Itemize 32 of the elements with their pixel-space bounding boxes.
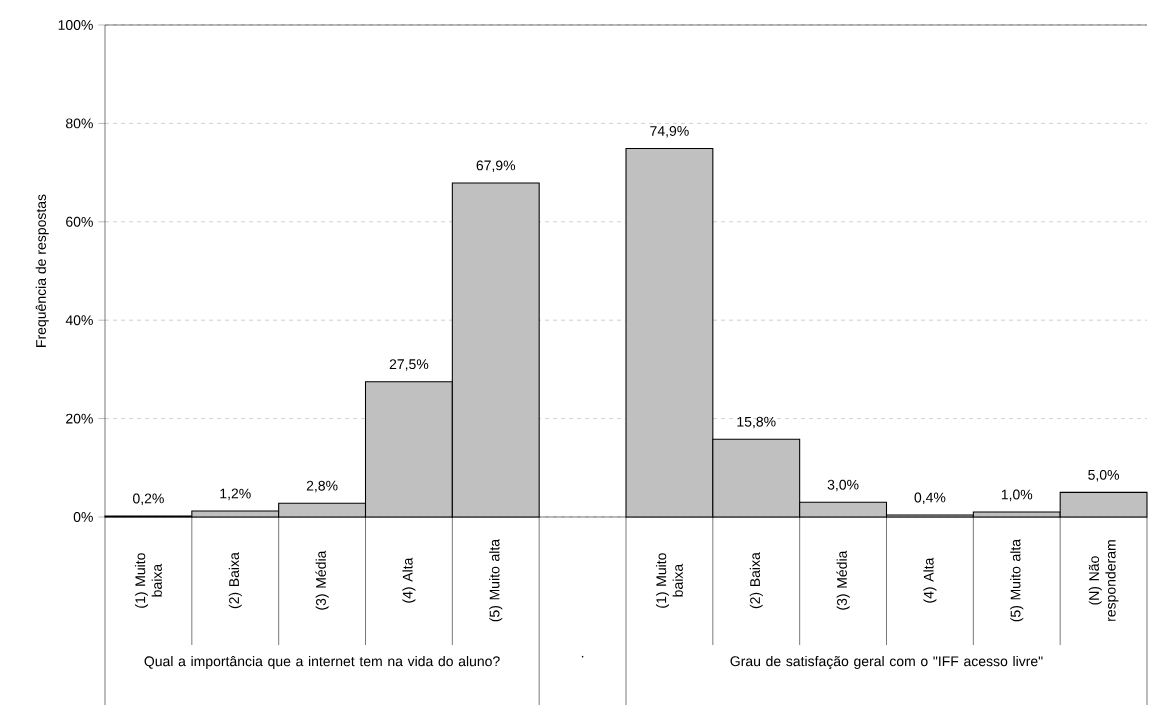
- x-tick-label: (1) Muito baixa: [655, 553, 683, 608]
- text: .: [581, 655, 584, 658]
- x-tick-label: (5) Muito alta: [489, 538, 503, 622]
- data-label: 0,2%: [133, 493, 164, 506]
- x-tick-label: (4) Alta: [402, 557, 416, 603]
- x-tick-label: (5) Muito alta: [1010, 538, 1024, 622]
- data-label: 1,2%: [220, 488, 251, 501]
- data-label: 27,5%: [389, 359, 429, 371]
- text: Qual a importância que a internet tem na vida do aluno?: [144, 655, 500, 670]
- x-tick-label: (4) Alta: [923, 557, 937, 603]
- data-label: 67,9%: [476, 160, 516, 172]
- y-tick-label: 0%: [73, 512, 93, 522]
- x-tick-label: (2) Baixa: [749, 552, 763, 609]
- data-label: 15,8%: [737, 416, 776, 429]
- x-tick-label: (1) Muito baixa: [134, 553, 162, 608]
- x-tick-label: (3) Média: [836, 550, 850, 610]
- x-tick-label: (3) Média: [315, 550, 329, 610]
- y-tick-label: 60%: [66, 216, 93, 227]
- data-label: 2,8%: [306, 480, 338, 493]
- y-tick-label: 20%: [66, 413, 93, 424]
- y-tick-label: 80%: [66, 118, 93, 129]
- y-tick-label: 40%: [65, 315, 93, 326]
- data-label: 0,4%: [914, 492, 946, 505]
- data-label: 74,9%: [650, 126, 689, 138]
- x-tick-label: (2) Baixa: [228, 552, 242, 609]
- x-tick-label: (N) Não responderam: [1088, 540, 1119, 621]
- y-axis-title: Frequência de respostas: [35, 194, 49, 347]
- data-label: 3,0%: [827, 479, 859, 492]
- text: Grau de satisfação geral com o "IFF acesso livre": [730, 655, 1043, 670]
- data-label: 5,0%: [1088, 469, 1120, 482]
- data-label: 1,0%: [1001, 489, 1033, 502]
- y-tick-label: 100%: [58, 20, 93, 30]
